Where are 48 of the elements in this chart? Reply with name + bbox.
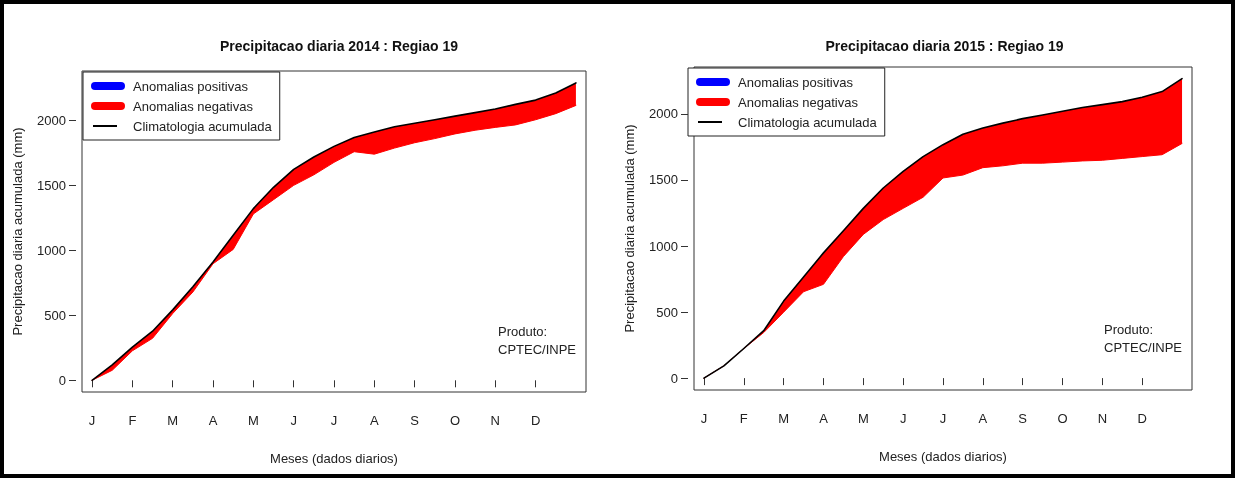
legend-label: Climatologia acumulada: [738, 114, 878, 130]
x-tick-label: M: [167, 413, 179, 428]
x-tick-label: N: [1097, 411, 1108, 426]
x-tick-label: N: [490, 413, 500, 428]
legend-label: Climatologia acumulada: [133, 118, 273, 134]
x-tick-label: J: [330, 413, 338, 428]
x-tick-label: M: [247, 413, 259, 428]
y-tick-label: 2000: [649, 106, 678, 122]
x-tick-label: A: [208, 413, 218, 428]
x-axis-title: Meses (dados diarios): [270, 451, 398, 466]
y-tick-label: 2000: [37, 112, 66, 128]
x-tick-label: O: [449, 413, 461, 428]
x-tick-label: J: [290, 413, 297, 428]
legend-label: Anomalias positivas: [738, 74, 854, 90]
x-tick-label: S: [410, 413, 420, 428]
x-tick-label: J: [899, 411, 907, 426]
y-tick-label: 1500: [649, 172, 678, 188]
x-tick-label: D: [1137, 411, 1147, 426]
x-tick-label: F: [128, 413, 137, 428]
chart-title: Precipitacao diaria 2015 : Regiao 19: [825, 38, 1064, 54]
y-tick-label: 1000: [649, 238, 678, 254]
annotation: Produto: CPTEC/INPE: [1103, 321, 1183, 355]
x-tick-label: F: [739, 411, 748, 426]
y-tick-label: 500: [44, 307, 66, 323]
y-axis-title: Precipitacao diaria acumulada (mm): [10, 127, 25, 336]
legend-label: Anomalias negativas: [133, 98, 254, 114]
x-tick-label: A: [369, 413, 379, 428]
x-tick-label: A: [978, 411, 988, 426]
y-axis-title: Precipitacao diaria acumulada (mm): [622, 124, 637, 333]
x-tick-label: A: [819, 411, 829, 426]
legend-label: Anomalias negativas: [738, 94, 859, 110]
chart-title: Precipitacao diaria 2014 : Regiao 19: [219, 38, 459, 54]
x-tick-label: M: [857, 411, 869, 426]
annotation: Produto: CPTEC/INPE: [497, 323, 577, 357]
x-tick-label: J: [700, 411, 708, 426]
y-tick-label: 0: [58, 372, 66, 388]
x-tick-label: J: [939, 411, 947, 426]
x-tick-label: J: [88, 413, 96, 428]
y-tick-label: 1000: [37, 242, 66, 258]
legend-label: Anomalias positivas: [133, 78, 249, 94]
x-axis-title: Meses (dados diarios): [879, 449, 1007, 464]
y-tick-label: 1500: [37, 177, 66, 193]
x-tick-label: M: [778, 411, 790, 426]
x-tick-label: S: [1018, 411, 1028, 426]
y-tick-label: 500: [656, 304, 678, 320]
y-tick-label: 0: [670, 370, 678, 386]
x-tick-label: O: [1057, 411, 1068, 426]
x-tick-label: D: [530, 413, 541, 428]
